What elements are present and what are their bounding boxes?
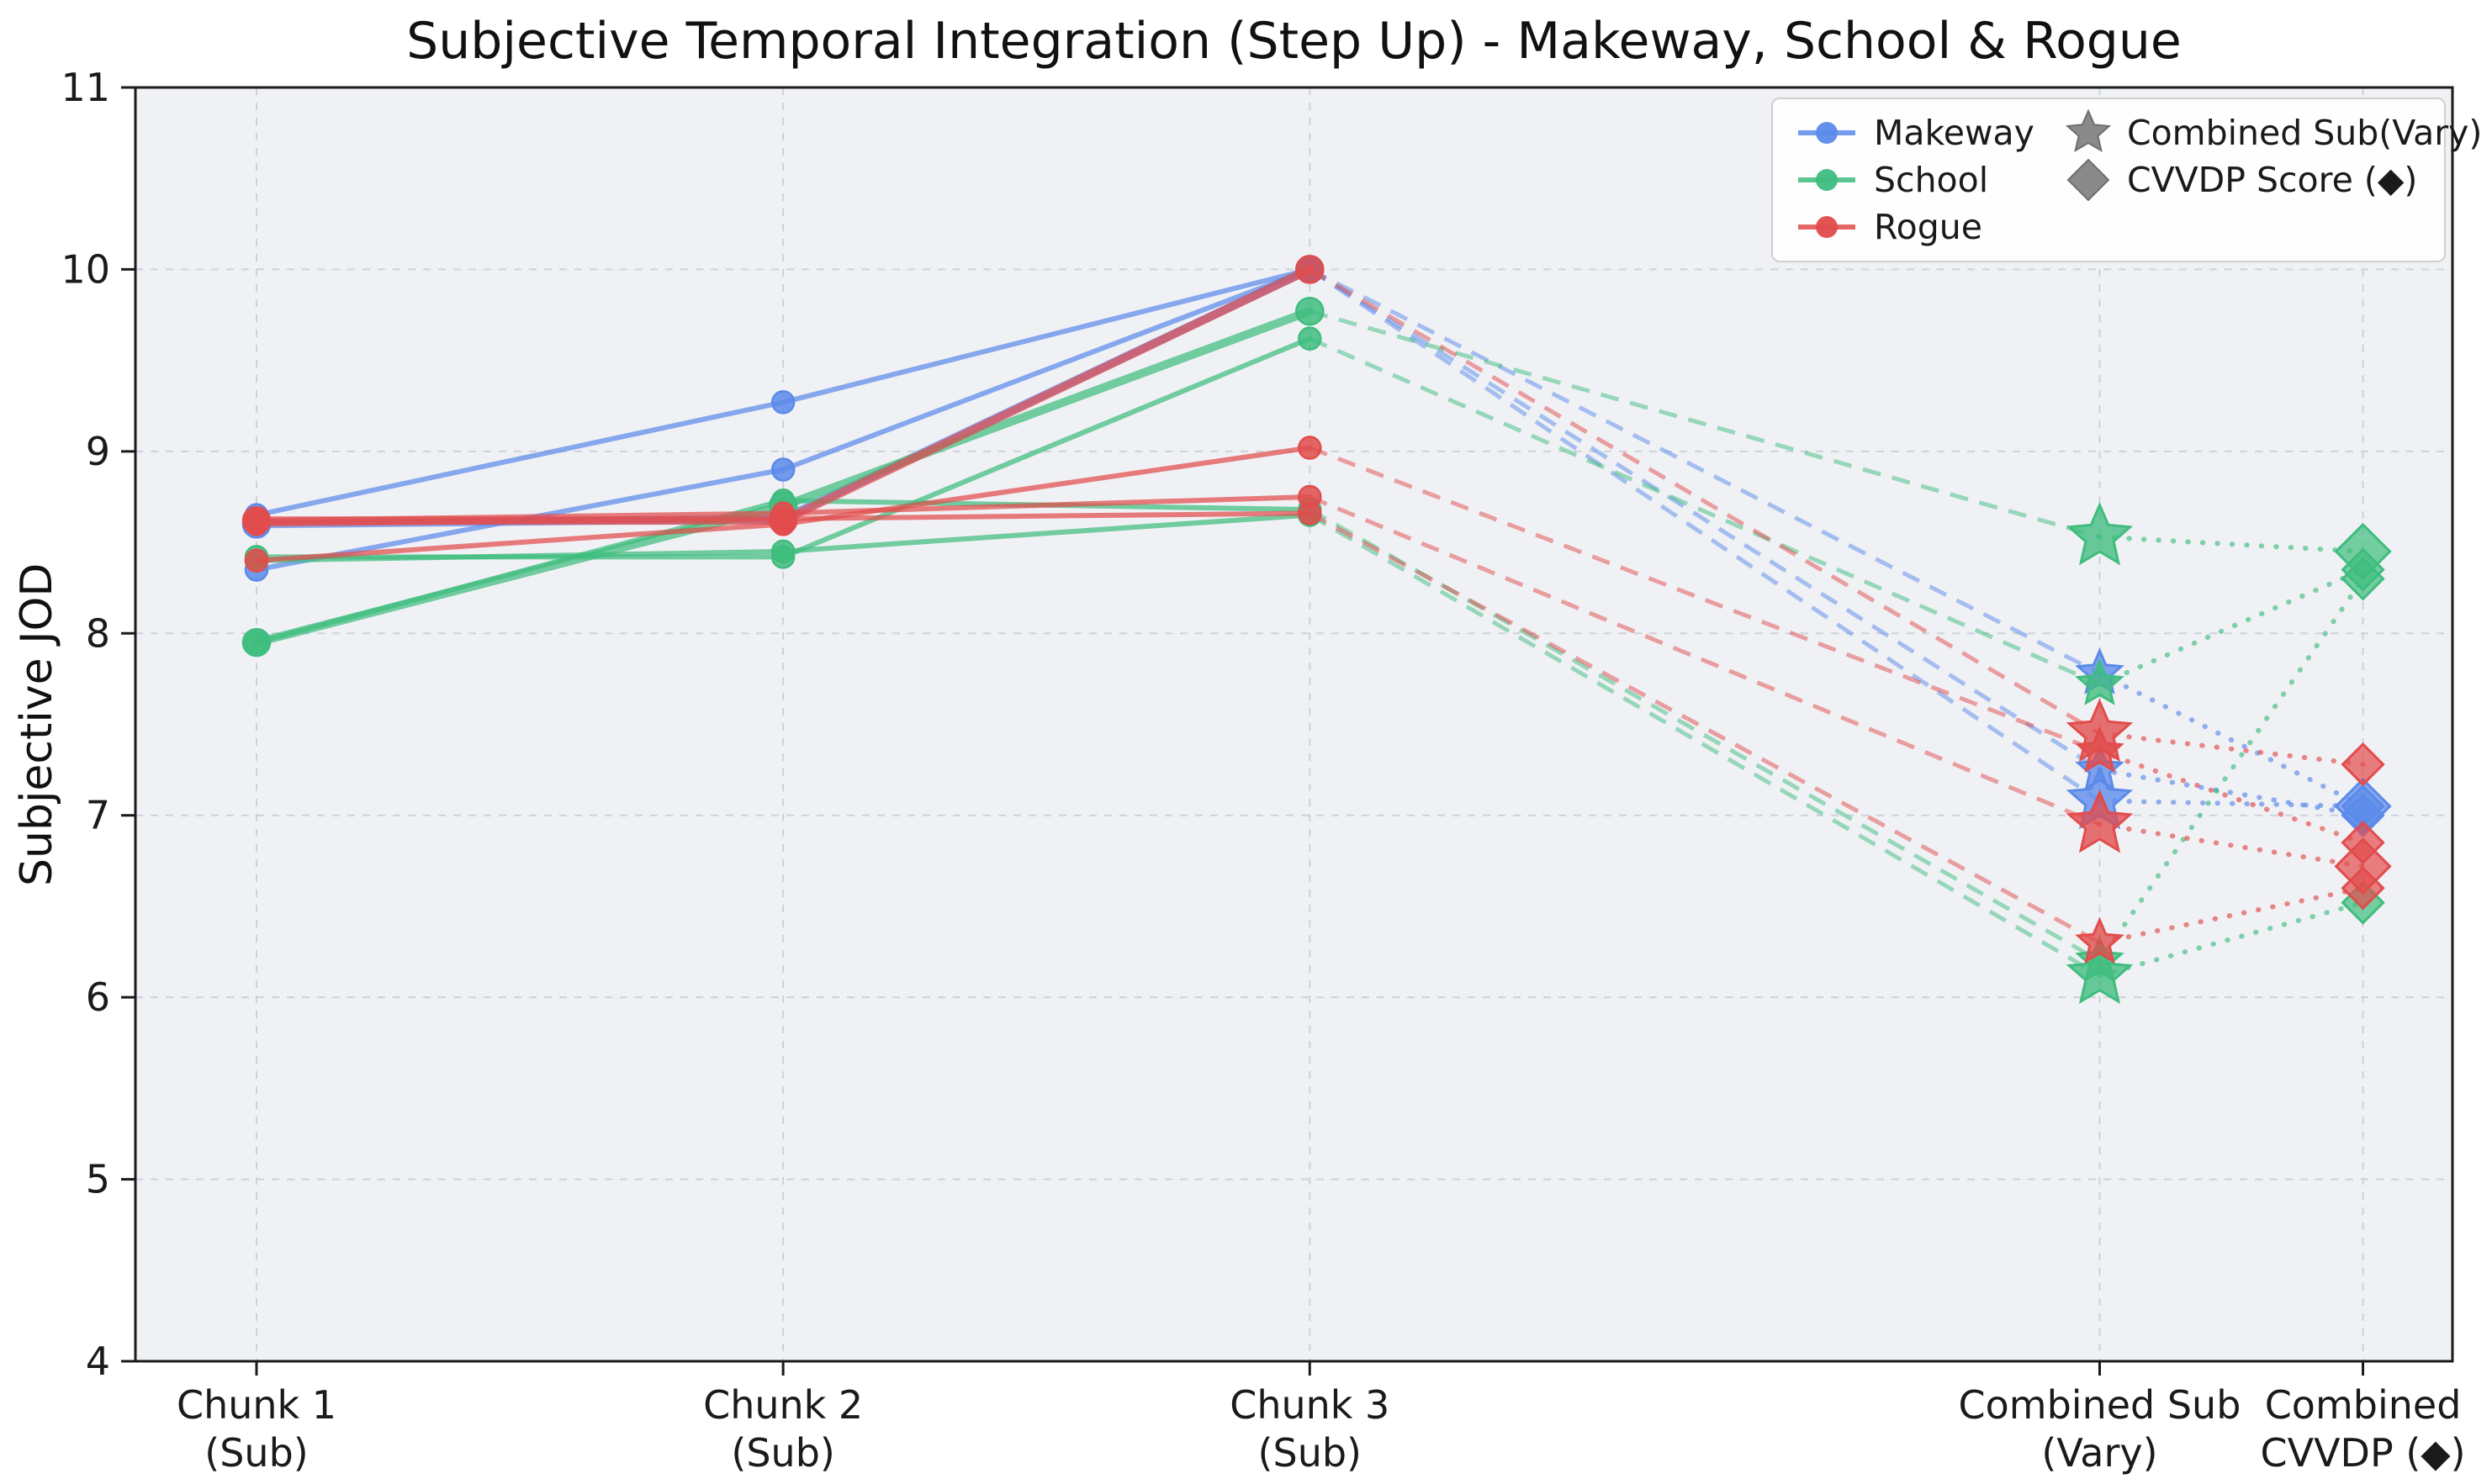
legend-item-school: School (1795, 158, 2034, 202)
dashed-connector-school (1309, 513, 2101, 978)
star-marker-icon (2065, 109, 2112, 153)
legend-label-cvvdp: CVVDP Score (◆) (2126, 160, 2418, 200)
dotted-connector-school (2097, 900, 2366, 979)
dotted-connector-rogue (2097, 748, 2366, 846)
dotted-connector-makeway (2097, 798, 2366, 809)
dotted-connector-makeway (2097, 670, 2366, 809)
dashed-connector-rogue (1309, 446, 2101, 754)
legend-label-rogue: Rogue (1874, 207, 1982, 247)
x-tick-label: (Sub) (204, 1430, 308, 1476)
rogue-line-marker-icon (1798, 216, 1855, 238)
combined-sub-star-rogue (2075, 726, 2124, 773)
combined-sub-star-school (2066, 501, 2134, 566)
legend-marker-column: Combined Sub(Vary) CVVDP Score (◆) (2065, 109, 2483, 249)
makeway-line-marker-icon (1798, 122, 1855, 144)
legend: Makeway School Rogue (1771, 98, 2482, 262)
x-tick-label: CVVDP (◆) (2261, 1430, 2466, 1476)
y-tick-label: 10 (61, 246, 110, 292)
x-tick-label: (Vary) (2041, 1430, 2157, 1476)
chunk-marker-school (1298, 326, 1322, 351)
y-tick-label: 9 (86, 429, 110, 474)
dashed-connector-rogue (1309, 494, 2101, 826)
x-tick-label: Combined (2265, 1382, 2462, 1428)
combined-sub-star-school (2066, 940, 2134, 1004)
chunk-marker-rogue (1298, 436, 1322, 460)
legend-label-school: School (1874, 160, 1989, 200)
dotted-connector-makeway (2097, 767, 2366, 818)
chunk-marker-rogue (244, 512, 269, 536)
chunk-marker-makeway (770, 457, 796, 482)
y-tick-label: 11 (61, 65, 110, 110)
x-tick-label: (Sub) (731, 1430, 834, 1476)
chunk-marker-rogue (1298, 501, 1322, 525)
x-tick-label: Combined Sub (1959, 1382, 2241, 1428)
y-tick-label: 6 (86, 974, 110, 1020)
legend-item-rogue: Rogue (1795, 205, 2034, 249)
diamond-marker-icon (2066, 158, 2110, 202)
combined-sub-star-rogue (2075, 916, 2124, 964)
legend-item-cvvdp: CVVDP Score (◆) (2065, 158, 2482, 202)
y-tick-label: 8 (86, 610, 110, 656)
chunk-marker-school (244, 630, 269, 655)
chunk-marker-rogue (770, 506, 796, 531)
y-tick-label: 4 (86, 1339, 110, 1384)
cvvdp-diamond-rogue (2341, 742, 2385, 787)
x-tick-label: Chunk 2 (703, 1382, 863, 1428)
combined-sub-star-rogue (2066, 789, 2134, 853)
plot-background (135, 87, 2452, 1361)
combined-sub-star-school (2075, 658, 2124, 705)
dashed-connector-school (1309, 507, 2101, 964)
axes-frame (134, 86, 2454, 1363)
dotted-connector-rogue (2097, 885, 2366, 946)
dotted-connector-school (2097, 534, 2366, 554)
legend-label-combined-sub: Combined Sub(Vary) (2126, 113, 2483, 153)
legend-item-makeway: Makeway (1795, 111, 2034, 155)
dashed-connector-rogue (1309, 267, 2101, 736)
chunk-marker-rogue (244, 548, 269, 573)
x-tick-label: (Sub) (1258, 1430, 1362, 1476)
x-tick-label: Chunk 1 (177, 1382, 336, 1428)
cvvdp-diamond-school (2341, 557, 2385, 601)
y-tick-label: 7 (86, 793, 110, 838)
dotted-connector-rogue (2097, 731, 2366, 768)
dashed-connector-makeway (1308, 267, 2101, 772)
x-tick-label: Chunk 3 (1230, 1382, 1389, 1428)
cvvdp-diamond-rogue (2341, 866, 2385, 911)
dashed-connector-school (1309, 336, 2101, 687)
legend-label-makeway: Makeway (1874, 113, 2034, 153)
dotted-connector-rogue (2097, 821, 2366, 869)
legend-item-combined-sub: Combined Sub(Vary) (2065, 109, 2483, 155)
y-tick-label: 5 (86, 1157, 110, 1202)
chunk-marker-makeway (770, 390, 796, 415)
dashed-connector-makeway (1309, 267, 2101, 676)
chunk-marker-school (1295, 296, 1325, 326)
dashed-connector-makeway (1308, 267, 2101, 803)
school-line-marker-icon (1798, 169, 1855, 191)
chunk-marker-school (770, 539, 796, 564)
chunk-marker-rogue (1295, 255, 1325, 284)
legend-series-column: Makeway School Rogue (1795, 111, 2034, 249)
chart-title: Subjective Temporal Integration (Step Up… (406, 12, 2182, 71)
